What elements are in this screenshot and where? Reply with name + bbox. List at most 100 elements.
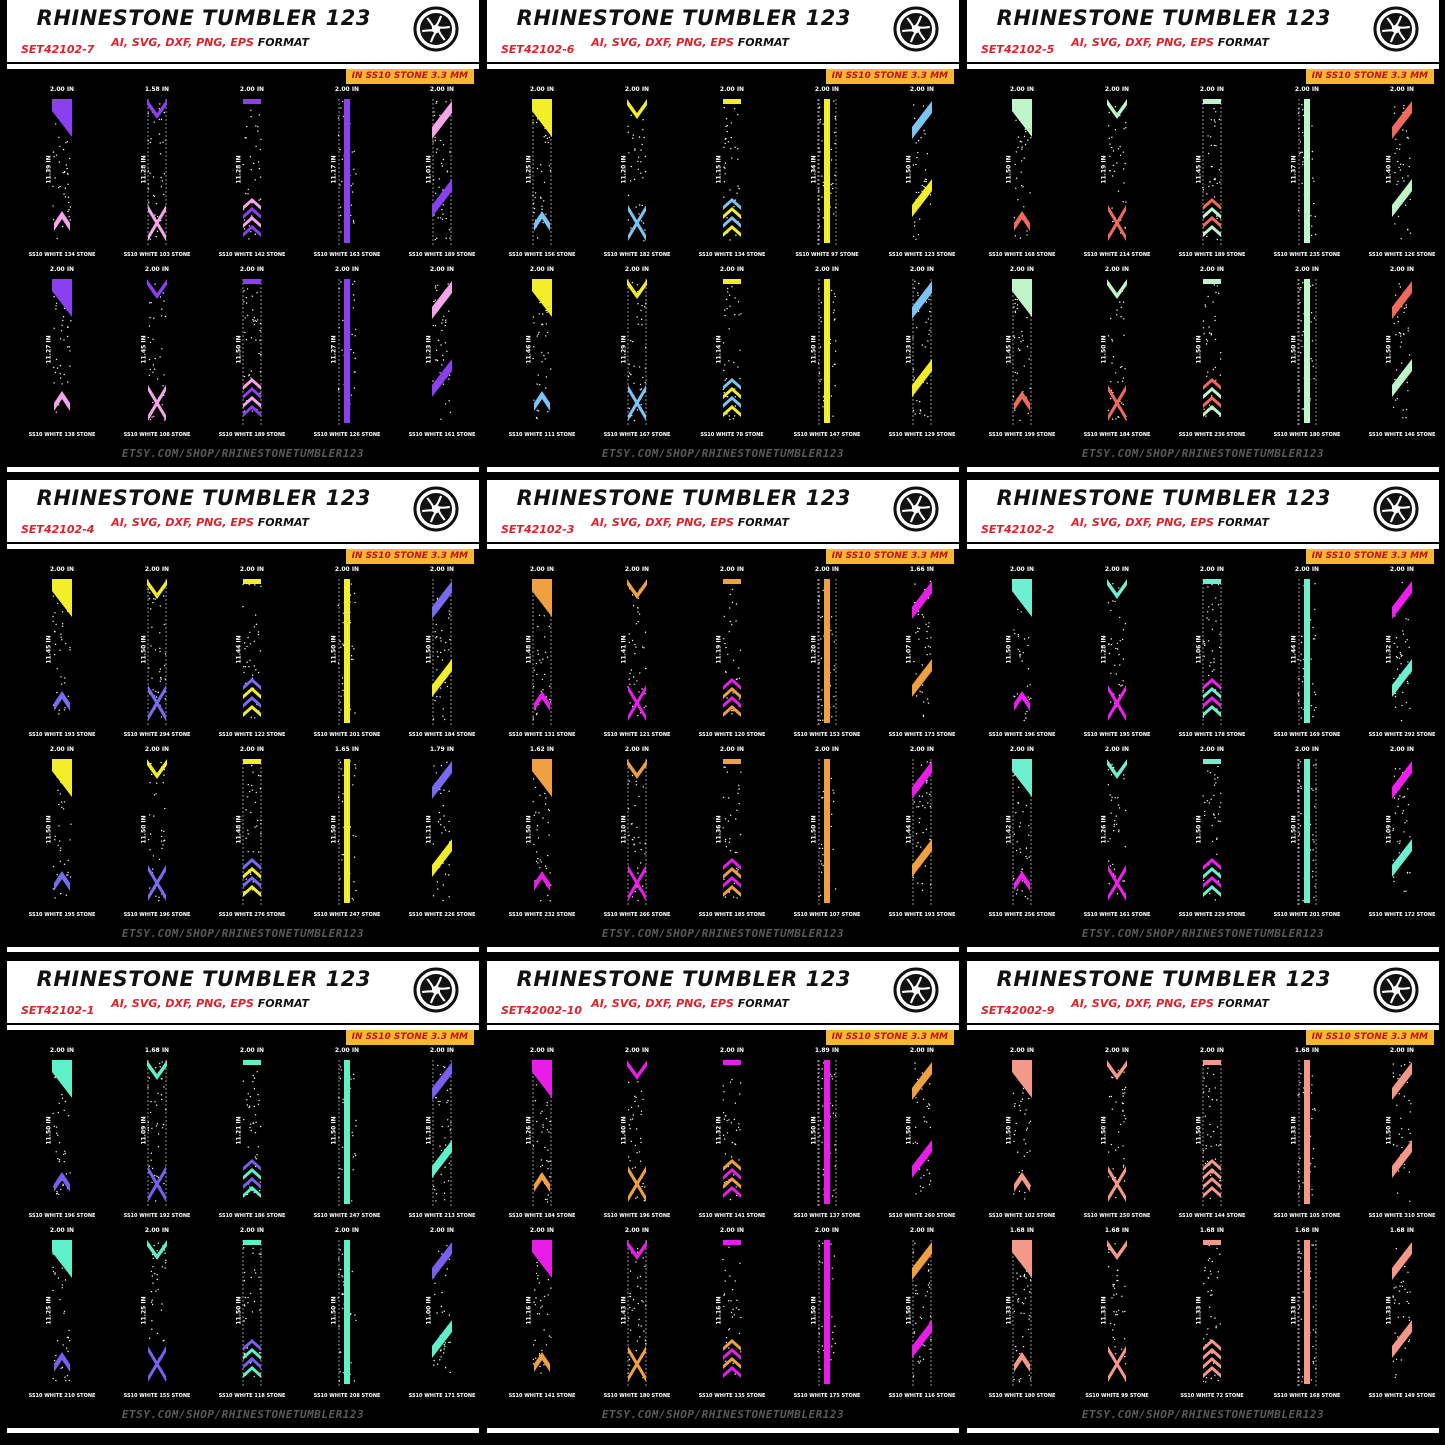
tumbler-design[interactable]: 1.68 IN 11.33 IN SS10 WHITE 180 STONE [983, 1227, 1061, 1399]
tumbler-design[interactable]: 2.00 IN 11.45 IN SS10 WHITE 108 STONE [118, 266, 196, 438]
tumbler-design[interactable]: 2.00 IN 11.39 IN SS10 WHITE 134 STONE [23, 86, 101, 258]
tumbler-design[interactable]: 2.00 IN 11.50 IN SS10 WHITE 260 STONE [883, 1047, 961, 1219]
tumbler-design[interactable]: 2.00 IN 11.50 IN SS10 WHITE 229 STONE [1173, 746, 1251, 918]
tumbler-design[interactable]: 2.00 IN 11.50 IN SS10 WHITE 196 STONE [23, 1047, 101, 1219]
tumbler-design[interactable]: 2.00 IN 11.26 IN SS10 WHITE 184 STONE [503, 1047, 581, 1219]
tumbler-design[interactable]: 1.68 IN 11.33 IN SS10 WHITE 168 STONE [1268, 1227, 1346, 1399]
tumbler-design[interactable]: 2.00 IN 11.15 IN SS10 WHITE 134 STONE [693, 86, 771, 258]
tumbler-design[interactable]: 2.00 IN 11.50 IN SS10 WHITE 184 STONE [403, 566, 481, 738]
shop-url[interactable]: ETSY.COM/SHOP/RHINESTONETUMBLER123 [1081, 447, 1325, 460]
design-artwork [531, 97, 553, 245]
tumbler-design[interactable]: 2.00 IN 11.10 IN SS10 WHITE 266 STONE [598, 746, 676, 918]
tumbler-design[interactable]: 2.00 IN 11.29 IN SS10 WHITE 167 STONE [598, 266, 676, 438]
tumbler-design[interactable]: 2.00 IN 11.18 IN SS10 WHITE 213 STONE [403, 1047, 481, 1219]
tumbler-design[interactable]: 2.00 IN 11.16 IN SS10 WHITE 141 STONE [503, 1227, 581, 1399]
tumbler-design[interactable]: 1.68 IN 11.33 IN SS10 WHITE 99 STONE [1078, 1227, 1156, 1399]
tumbler-design[interactable]: 1.68 IN 11.33 IN SS10 WHITE 105 STONE [1268, 1047, 1346, 1219]
tumbler-design[interactable]: 2.00 IN 11.50 IN SS10 WHITE 247 STONE [308, 1047, 386, 1219]
shop-url[interactable]: ETSY.COM/SHOP/RHINESTONETUMBLER123 [121, 447, 365, 460]
tumbler-design[interactable]: 1.79 IN 11.11 IN SS10 WHITE 226 STONE [403, 746, 481, 918]
tumbler-design[interactable]: 2.00 IN 11.50 IN SS10 WHITE 236 STONE [1173, 266, 1251, 438]
tumbler-design[interactable]: 1.65 IN 11.50 IN SS10 WHITE 247 STONE [308, 746, 386, 918]
tumbler-design[interactable]: 2.00 IN 11.50 IN SS10 WHITE 250 STONE [1078, 1047, 1156, 1219]
shop-url[interactable]: ETSY.COM/SHOP/RHINESTONETUMBLER123 [121, 1408, 365, 1421]
tumbler-design[interactable]: 2.00 IN 11.00 IN SS10 WHITE 171 STONE [403, 1227, 481, 1399]
tumbler-design[interactable]: 2.00 IN 11.45 IN SS10 WHITE 189 STONE [1173, 86, 1251, 258]
tumbler-design[interactable]: 1.68 IN 11.33 IN SS10 WHITE 149 STONE [1363, 1227, 1441, 1399]
tumbler-design[interactable]: 2.00 IN 11.50 IN SS10 WHITE 102 STONE [983, 1047, 1061, 1219]
tumbler-design[interactable]: 2.00 IN 11.45 IN SS10 WHITE 199 STONE [983, 266, 1061, 438]
tumbler-design[interactable]: 2.00 IN 11.20 IN SS10 WHITE 153 STONE [788, 566, 866, 738]
tumbler-design[interactable]: 2.00 IN 11.42 IN SS10 WHITE 256 STONE [983, 746, 1061, 918]
shop-url[interactable]: ETSY.COM/SHOP/RHINESTONETUMBLER123 [601, 447, 845, 460]
tumbler-design[interactable]: 2.00 IN 11.50 IN SS10 WHITE 196 STONE [983, 566, 1061, 738]
tumbler-design[interactable]: 2.00 IN 11.45 IN SS10 WHITE 193 STONE [23, 566, 101, 738]
tumbler-design[interactable]: 2.00 IN 11.14 IN SS10 WHITE 78 STONE [693, 266, 771, 438]
tumbler-design[interactable]: 2.00 IN 11.50 IN SS10 WHITE 107 STONE [788, 746, 866, 918]
tumbler-design[interactable]: 2.00 IN 11.50 IN SS10 WHITE 147 STONE [788, 266, 866, 438]
tumbler-design[interactable]: 2.00 IN 11.25 IN SS10 WHITE 155 STONE [118, 1227, 196, 1399]
tumbler-design[interactable]: 2.00 IN 11.50 IN SS10 WHITE 201 STONE [308, 566, 386, 738]
tumbler-design[interactable]: 2.00 IN 11.50 IN SS10 WHITE 196 STONE [118, 746, 196, 918]
shop-url[interactable]: ETSY.COM/SHOP/RHINESTONETUMBLER123 [1081, 1408, 1325, 1421]
tumbler-design[interactable]: 2.00 IN 11.50 IN SS10 WHITE 208 STONE [308, 1227, 386, 1399]
tumbler-design[interactable]: 2.00 IN 11.41 IN SS10 WHITE 121 STONE [598, 566, 676, 738]
tumbler-design[interactable]: 2.00 IN 11.50 IN SS10 WHITE 310 STONE [1363, 1047, 1441, 1219]
tumbler-design[interactable]: 2.00 IN 11.50 IN SS10 WHITE 189 STONE [213, 266, 291, 438]
tumbler-design[interactable]: 2.00 IN 11.01 IN SS10 WHITE 189 STONE [403, 86, 481, 258]
tumbler-design[interactable]: 1.68 IN 11.09 IN SS10 WHITE 192 STONE [118, 1047, 196, 1219]
tumbler-design[interactable]: 2.00 IN 11.44 IN SS10 WHITE 122 STONE [213, 566, 291, 738]
tumbler-design[interactable]: 2.00 IN 11.21 IN SS10 WHITE 186 STONE [213, 1047, 291, 1219]
tumbler-design[interactable]: 2.00 IN 11.40 IN SS10 WHITE 126 STONE [1363, 86, 1441, 258]
shop-url[interactable]: ETSY.COM/SHOP/RHINESTONETUMBLER123 [601, 927, 845, 940]
tumbler-design[interactable]: 2.00 IN 11.50 IN SS10 WHITE 294 STONE [118, 566, 196, 738]
tumbler-design[interactable]: 2.00 IN 11.16 IN SS10 WHITE 135 STONE [693, 1227, 771, 1399]
tumbler-design[interactable]: 2.00 IN 11.50 IN SS10 WHITE 168 STONE [983, 86, 1061, 258]
tumbler-design[interactable]: 2.00 IN 11.19 IN SS10 WHITE 214 STONE [1078, 86, 1156, 258]
shop-url[interactable]: ETSY.COM/SHOP/RHINESTONETUMBLER123 [121, 927, 365, 940]
tumbler-design[interactable]: 2.00 IN 11.09 IN SS10 WHITE 172 STONE [1363, 746, 1441, 918]
tumbler-design[interactable]: 2.00 IN 11.50 IN SS10 WHITE 116 STONE [883, 1227, 961, 1399]
tumbler-design[interactable]: 2.00 IN 11.50 IN SS10 WHITE 175 STONE [788, 1227, 866, 1399]
tumbler-design[interactable]: 2.00 IN 11.36 IN SS10 WHITE 185 STONE [693, 746, 771, 918]
tumbler-design[interactable]: 2.00 IN 11.50 IN SS10 WHITE 201 STONE [1268, 746, 1346, 918]
tumbler-design[interactable]: 2.00 IN 11.50 IN SS10 WHITE 146 STONE [1363, 266, 1441, 438]
tumbler-design[interactable]: 2.00 IN 11.28 IN SS10 WHITE 142 STONE [213, 86, 291, 258]
tumbler-design[interactable]: 2.00 IN 11.48 IN SS10 WHITE 131 STONE [503, 566, 581, 738]
tumbler-design[interactable]: 2.00 IN 11.23 IN SS10 WHITE 161 STONE [403, 266, 481, 438]
tumbler-design[interactable]: 2.00 IN 11.50 IN SS10 WHITE 180 STONE [1268, 266, 1346, 438]
tumbler-design[interactable]: 2.00 IN 11.27 IN SS10 WHITE 138 STONE [23, 266, 101, 438]
shop-url[interactable]: ETSY.COM/SHOP/RHINESTONETUMBLER123 [1081, 927, 1325, 940]
tumbler-design[interactable]: 2.00 IN 11.25 IN SS10 WHITE 156 STONE [503, 86, 581, 258]
shop-url[interactable]: ETSY.COM/SHOP/RHINESTONETUMBLER123 [601, 1408, 845, 1421]
tumbler-design[interactable]: 2.00 IN 11.40 IN SS10 WHITE 196 STONE [598, 1047, 676, 1219]
tumbler-design[interactable]: 1.68 IN 11.33 IN SS10 WHITE 72 STONE [1173, 1227, 1251, 1399]
tumbler-design[interactable]: 1.66 IN 11.07 IN SS10 WHITE 173 STONE [883, 566, 961, 738]
tumbler-design[interactable]: 2.00 IN 11.23 IN SS10 WHITE 129 STONE [883, 266, 961, 438]
tumbler-design[interactable]: 2.00 IN 11.37 IN SS10 WHITE 235 STONE [1268, 86, 1346, 258]
tumbler-design[interactable]: 1.62 IN 11.50 IN SS10 WHITE 232 STONE [503, 746, 581, 918]
tumbler-design[interactable]: 2.00 IN 11.17 IN SS10 WHITE 163 STONE [308, 86, 386, 258]
tumbler-design[interactable]: 2.00 IN 11.19 IN SS10 WHITE 120 STONE [693, 566, 771, 738]
tumbler-design[interactable]: 2.00 IN 11.28 IN SS10 WHITE 195 STONE [1078, 566, 1156, 738]
tumbler-design[interactable]: 1.58 IN 11.28 IN SS10 WHITE 103 STONE [118, 86, 196, 258]
tumbler-design[interactable]: 2.00 IN 11.48 IN SS10 WHITE 276 STONE [213, 746, 291, 918]
tumbler-design[interactable]: 2.00 IN 11.50 IN SS10 WHITE 195 STONE [23, 746, 101, 918]
tumbler-design[interactable]: 2.00 IN 11.44 IN SS10 WHITE 169 STONE [1268, 566, 1346, 738]
tumbler-design[interactable]: 2.00 IN 11.50 IN SS10 WHITE 144 STONE [1173, 1047, 1251, 1219]
tumbler-design[interactable]: 2.00 IN 11.43 IN SS10 WHITE 180 STONE [598, 1227, 676, 1399]
tumbler-design[interactable]: 2.00 IN 11.50 IN SS10 WHITE 184 STONE [1078, 266, 1156, 438]
tumbler-design[interactable]: 2.00 IN 11.50 IN SS10 WHITE 118 STONE [213, 1227, 291, 1399]
tumbler-design[interactable]: 2.00 IN 11.06 IN SS10 WHITE 178 STONE [1173, 566, 1251, 738]
tumbler-design[interactable]: 2.00 IN 11.34 IN SS10 WHITE 97 STONE [788, 86, 866, 258]
tumbler-design[interactable]: 2.00 IN 11.27 IN SS10 WHITE 126 STONE [308, 266, 386, 438]
tumbler-design[interactable]: 2.00 IN 11.20 IN SS10 WHITE 182 STONE [598, 86, 676, 258]
tumbler-design[interactable]: 2.00 IN 11.32 IN SS10 WHITE 292 STONE [1363, 566, 1441, 738]
tumbler-design[interactable]: 2.00 IN 11.50 IN SS10 WHITE 123 STONE [883, 86, 961, 258]
tumbler-design[interactable]: 1.89 IN 11.50 IN SS10 WHITE 137 STONE [788, 1047, 866, 1219]
tumbler-design[interactable]: 2.00 IN 11.26 IN SS10 WHITE 161 STONE [1078, 746, 1156, 918]
tumbler-design[interactable]: 2.00 IN 11.32 IN SS10 WHITE 141 STONE [693, 1047, 771, 1219]
tumbler-design[interactable]: 2.00 IN 11.44 IN SS10 WHITE 193 STONE [883, 746, 961, 918]
tumbler-design[interactable]: 2.00 IN 11.46 IN SS10 WHITE 111 STONE [503, 266, 581, 438]
tumbler-design[interactable]: 2.00 IN 11.25 IN SS10 WHITE 210 STONE [23, 1227, 101, 1399]
